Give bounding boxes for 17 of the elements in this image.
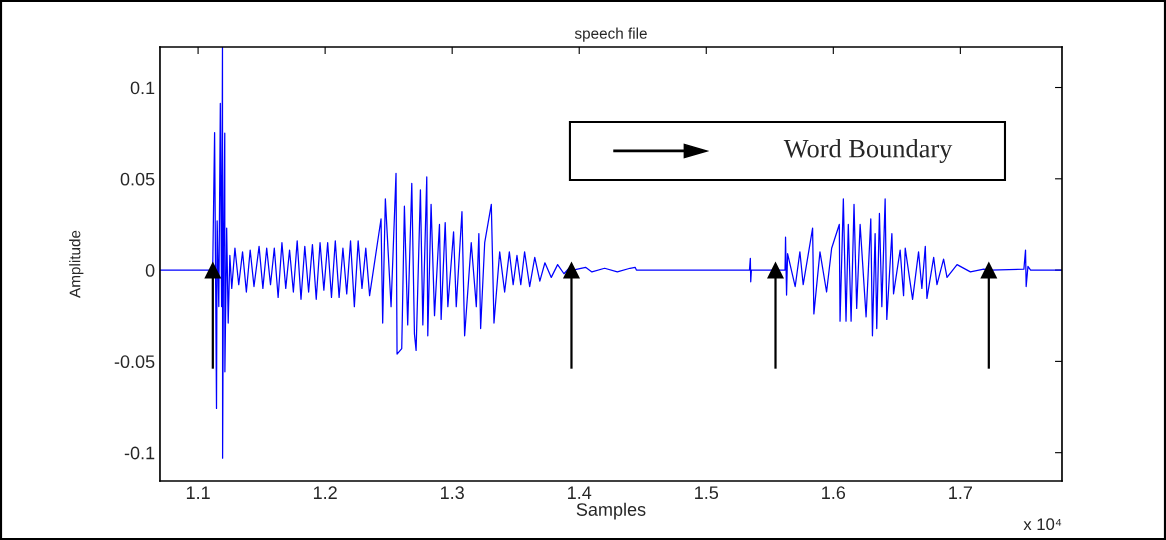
x-tick-label: 1.5 [695, 486, 719, 500]
x-tick-label: 1.4 [568, 486, 592, 499]
chart-title: speech file [574, 27, 647, 42]
y-tick-label: 0.05 [120, 172, 155, 186]
y-axis-title: Amplitude [69, 230, 84, 298]
x-axis-title: Samples [576, 502, 646, 520]
text: x 10⁴ [1023, 518, 1062, 531]
y-tick-label: -0.1 [124, 446, 155, 460]
y-tick-label: 0.1 [130, 81, 155, 95]
x-tick-label: 1.1 [186, 486, 210, 499]
y-tick-label: -0.05 [114, 355, 155, 369]
y-tick-label: 0 [145, 264, 155, 277]
annotation: Word Boundary [783, 138, 953, 163]
x-tick-label: 1.6 [822, 486, 846, 500]
x-tick-label: 1.2 [313, 486, 337, 499]
x-tick-label: 1.3 [441, 486, 464, 500]
x-tick-label: 1.7 [949, 486, 972, 499]
